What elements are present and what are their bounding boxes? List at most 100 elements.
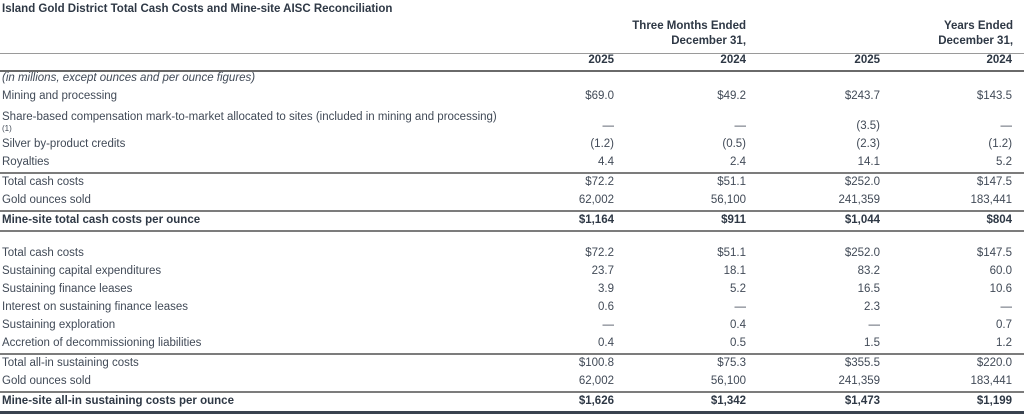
cell-value: 2.3 [864, 301, 881, 313]
cell-value: 5.2 [730, 283, 747, 295]
column-group-years-ended: Years Ended December 31, [746, 19, 1024, 54]
cell-value: 0.4 [598, 337, 614, 349]
cell-value: $804 [986, 214, 1013, 226]
cell-value: 14.1 [857, 156, 881, 168]
cell-value: 5.2 [996, 156, 1013, 168]
row-label: Silver by-product credits [2, 138, 126, 150]
cell-value: (1.2) [590, 138, 614, 150]
row-label: Sustaining capital expenditures [2, 265, 162, 277]
row-label: Royalties [2, 156, 50, 168]
year-header: 2024 [986, 54, 1013, 66]
cell-value: 3.9 [598, 283, 614, 295]
cell-value: — [1000, 301, 1013, 313]
table-row: Interest on sustaining finance leases 0.… [0, 299, 1024, 317]
row-label: Accretion of decommissioning liabilities [2, 337, 202, 349]
cell-value: $75.3 [717, 357, 747, 369]
cell-value: 241,359 [838, 375, 881, 387]
cell-value: 56,100 [710, 375, 747, 387]
footnote-marker: (1) [2, 124, 12, 133]
cell-value: — [1000, 120, 1013, 132]
cell-value: 183,441 [970, 194, 1013, 206]
cell-value: $100.8 [578, 357, 614, 369]
cell-value: $69.0 [585, 90, 614, 102]
cell-value: 0.7 [996, 319, 1013, 331]
cell-value: $252.0 [844, 247, 881, 259]
cell-value: 241,359 [838, 194, 881, 206]
cell-value: $1,626 [578, 395, 614, 407]
cell-value: 0.5 [730, 337, 747, 349]
cell-value: $1,044 [844, 214, 881, 226]
cell-value: $51.1 [717, 247, 747, 259]
year-header: 2025 [854, 54, 881, 66]
cell-value: $72.2 [585, 176, 614, 188]
cell-value: 23.7 [591, 265, 614, 277]
cell-value: $147.5 [976, 176, 1013, 188]
table-row: Silver by-product credits (1.2) (0.5) (2… [0, 136, 1024, 154]
row-label: Interest on sustaining finance leases [2, 301, 189, 313]
cell-value: 0.4 [730, 319, 747, 331]
row-label: Sustaining finance leases [2, 283, 133, 295]
cell-value: — [868, 319, 881, 331]
table-row: Royalties 4.4 2.4 14.1 5.2 [0, 154, 1024, 173]
cell-value: $1,342 [710, 395, 747, 407]
cell-value: 56,100 [710, 194, 747, 206]
cell-value: 10.6 [989, 283, 1013, 295]
cell-value: $147.5 [976, 247, 1013, 259]
table-row: Share-based compensation mark-to-market … [0, 106, 1024, 136]
cell-value: — [734, 301, 747, 313]
row-label: Sustaining exploration [2, 319, 116, 331]
table-row: Total all-in sustaining costs $100.8 $75… [0, 354, 1024, 373]
row-label: Total cash costs [2, 176, 84, 188]
cell-value: $1,199 [976, 395, 1013, 407]
cell-value: $1,164 [578, 214, 614, 226]
table-row-total: Mine-site total cash costs per ounce $1,… [0, 211, 1024, 231]
cell-value: 16.5 [857, 283, 881, 295]
cell-value: 18.1 [723, 265, 747, 277]
table-row: Total cash costs $72.2 $51.1 $252.0 $147… [0, 245, 1024, 263]
cell-value: 2.4 [730, 156, 747, 168]
row-label: Gold ounces sold [2, 194, 91, 206]
cell-value: 60.0 [989, 265, 1013, 277]
cell-value: 4.4 [598, 156, 614, 168]
cell-value: — [602, 120, 615, 132]
reconciliation-table: Three Months Ended December 31, Years En… [0, 19, 1024, 414]
column-group-label-line2: December 31, [938, 35, 1014, 47]
row-label: Mining and processing [2, 90, 118, 102]
cell-value: $252.0 [844, 176, 881, 188]
cell-value: 0.6 [598, 301, 614, 313]
cell-value: 183,441 [970, 375, 1013, 387]
year-header: 2024 [720, 54, 747, 66]
cell-value: (3.5) [856, 120, 881, 132]
table-row: Gold ounces sold 62,002 56,100 241,359 1… [0, 373, 1024, 392]
cell-value: $1,473 [844, 395, 881, 407]
table-row: Sustaining finance leases 3.9 5.2 16.5 1… [0, 281, 1024, 299]
column-group-label-line1: Years Ended [943, 20, 1014, 32]
table-row: Mining and processing $69.0 $49.2 $243.7… [0, 88, 1024, 106]
cell-value: $49.2 [717, 90, 747, 102]
column-group-header-row: Three Months Ended December 31, Years En… [0, 19, 1024, 54]
cell-value: $220.0 [976, 357, 1013, 369]
report-title: Island Gold District Total Cash Costs an… [2, 3, 393, 15]
cell-value: 83.2 [857, 265, 881, 277]
cell-value: 62,002 [578, 375, 614, 387]
table-row: Total cash costs $72.2 $51.1 $252.0 $147… [0, 173, 1024, 192]
cell-value: (2.3) [856, 138, 881, 150]
row-label: Mine-site all-in sustaining costs per ou… [2, 395, 234, 407]
row-label: Total all-in sustaining costs [2, 357, 139, 369]
table-row: Accretion of decommissioning liabilities… [0, 335, 1024, 354]
empty-header-cell [0, 54, 482, 72]
table-row-total: Mine-site all-in sustaining costs per ou… [0, 392, 1024, 413]
row-label: Mine-site total cash costs per ounce [2, 214, 201, 226]
spacer-row [0, 231, 1024, 245]
row-label: Total cash costs [2, 247, 84, 259]
cell-value: (0.5) [722, 138, 747, 150]
cell-value: $72.2 [585, 247, 614, 259]
table-row: Sustaining capital expenditures 23.7 18.… [0, 263, 1024, 281]
table-row: Sustaining exploration — 0.4 — 0.7 [0, 317, 1024, 335]
unit-note: (in millions, except ounces and per ounc… [2, 72, 256, 84]
cell-value: $51.1 [717, 176, 747, 188]
row-label: Share-based compensation mark-to-market … [0, 106, 497, 136]
cell-value: $355.5 [844, 357, 881, 369]
cell-value: 62,002 [578, 194, 614, 206]
column-group-three-months: Three Months Ended December 31, [482, 19, 746, 54]
